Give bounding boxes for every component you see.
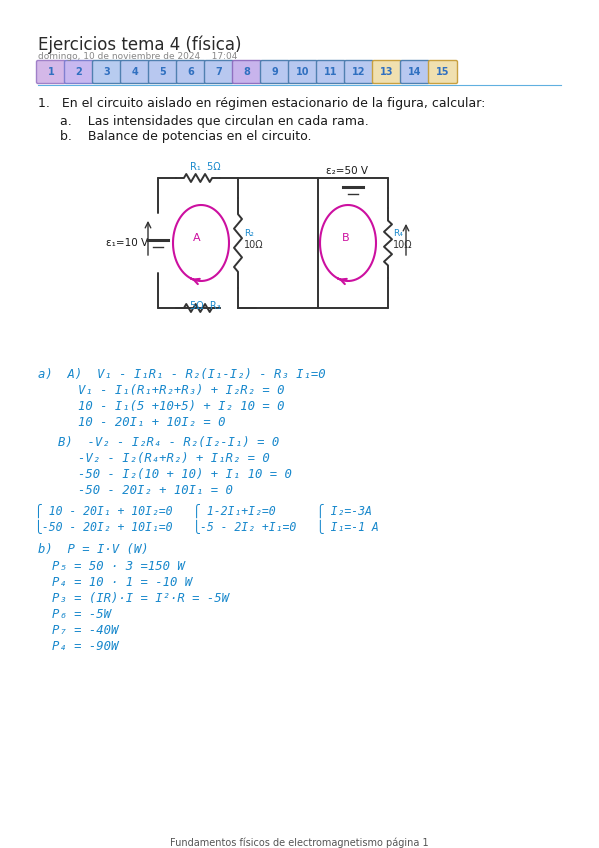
FancyBboxPatch shape <box>344 60 374 83</box>
Text: B: B <box>342 233 350 243</box>
Text: -50 - I₂(10 + 10) + I₁ 10 = 0: -50 - I₂(10 + 10) + I₁ 10 = 0 <box>78 468 292 481</box>
Text: 13: 13 <box>380 67 394 77</box>
Text: P₇ = -40W: P₇ = -40W <box>52 624 119 637</box>
Text: a.    Las intensidades que circulan en cada rama.: a. Las intensidades que circulan en cada… <box>60 115 369 128</box>
FancyBboxPatch shape <box>65 60 93 83</box>
FancyBboxPatch shape <box>204 60 234 83</box>
FancyBboxPatch shape <box>261 60 289 83</box>
Text: P₄ = -90W: P₄ = -90W <box>52 640 119 653</box>
Text: R₄: R₄ <box>393 230 403 238</box>
Text: ⎧ 10 - 20I₁ + 10I₂=0   ⎧ 1-2I₁+I₂=0      ⎧ I₂=-3A: ⎧ 10 - 20I₁ + 10I₂=0 ⎧ 1-2I₁+I₂=0 ⎧ I₂=-… <box>35 504 372 518</box>
Text: 4: 4 <box>132 67 138 77</box>
FancyBboxPatch shape <box>92 60 122 83</box>
Text: ⎩-50 - 20I₂ + 10I₁=0   ⎩-5 - 2I₂ +I₁=0   ⎩ I₁=-1 A: ⎩-50 - 20I₂ + 10I₁=0 ⎩-5 - 2I₂ +I₁=0 ⎩ I… <box>35 520 379 534</box>
Text: 11: 11 <box>324 67 338 77</box>
Text: P₆ = -5W: P₆ = -5W <box>52 608 111 621</box>
Text: a)  A)  V₁ - I₁R₁ - R₂(I₁-I₂) - R₃ I₁=0: a) A) V₁ - I₁R₁ - R₂(I₁-I₂) - R₃ I₁=0 <box>38 368 326 381</box>
Text: 12: 12 <box>352 67 366 77</box>
Text: ε₁=10 V: ε₁=10 V <box>106 238 148 248</box>
Text: R₂: R₂ <box>244 230 254 238</box>
FancyBboxPatch shape <box>177 60 205 83</box>
Text: B)  -V₂ - I₂R₄ - R₂(I₂-I₁) = 0: B) -V₂ - I₂R₄ - R₂(I₂-I₁) = 0 <box>58 436 279 449</box>
Text: 8: 8 <box>244 67 250 77</box>
Text: 10: 10 <box>297 67 310 77</box>
Text: P₃ = (IR)·I = I²·R = -5W: P₃ = (IR)·I = I²·R = -5W <box>52 592 229 605</box>
Text: 10 - 20I₁ + 10I₂ = 0: 10 - 20I₁ + 10I₂ = 0 <box>78 416 225 429</box>
Text: 14: 14 <box>409 67 422 77</box>
Text: 10 - I₁(5 +10+5) + I₂ 10 = 0: 10 - I₁(5 +10+5) + I₂ 10 = 0 <box>78 400 285 413</box>
Text: -V₂ - I₂(R₄+R₂) + I₁R₂ = 0: -V₂ - I₂(R₄+R₂) + I₁R₂ = 0 <box>78 452 270 465</box>
Text: 7: 7 <box>216 67 222 77</box>
Text: b)  P = I·V (W): b) P = I·V (W) <box>38 543 149 556</box>
Text: 10Ω: 10Ω <box>244 240 264 250</box>
Text: -50 - 20I₂ + 10I₁ = 0: -50 - 20I₂ + 10I₁ = 0 <box>78 484 233 497</box>
Text: A: A <box>193 233 201 243</box>
Text: 5Ω  R₃: 5Ω R₃ <box>190 301 221 311</box>
FancyBboxPatch shape <box>373 60 401 83</box>
Text: 15: 15 <box>436 67 450 77</box>
FancyBboxPatch shape <box>289 60 317 83</box>
Text: 1: 1 <box>48 67 55 77</box>
Text: R₁  5Ω: R₁ 5Ω <box>190 162 220 172</box>
Text: ε₂=50 V: ε₂=50 V <box>326 166 368 176</box>
Text: 9: 9 <box>271 67 279 77</box>
FancyBboxPatch shape <box>401 60 429 83</box>
Text: Fundamentos físicos de electromagnetismo página 1: Fundamentos físicos de electromagnetismo… <box>170 838 429 848</box>
FancyBboxPatch shape <box>428 60 458 83</box>
Text: 3: 3 <box>104 67 110 77</box>
Text: domingo, 10 de noviembre de 2024    17:04: domingo, 10 de noviembre de 2024 17:04 <box>38 52 237 61</box>
Text: Ejercicios tema 4 (física): Ejercicios tema 4 (física) <box>38 35 241 53</box>
Text: P₄ = 10 · 1 = -10 W: P₄ = 10 · 1 = -10 W <box>52 576 192 589</box>
Text: 5: 5 <box>159 67 167 77</box>
Text: V₁ - I₁(R₁+R₂+R₃) + I₂R₂ = 0: V₁ - I₁(R₁+R₂+R₃) + I₂R₂ = 0 <box>78 384 285 397</box>
Text: 2: 2 <box>75 67 83 77</box>
FancyBboxPatch shape <box>316 60 346 83</box>
Text: P₅ = 50 · 3 =150 W: P₅ = 50 · 3 =150 W <box>52 560 184 573</box>
Text: b.    Balance de potencias en el circuito.: b. Balance de potencias en el circuito. <box>60 130 311 143</box>
FancyBboxPatch shape <box>232 60 262 83</box>
Text: 10Ω: 10Ω <box>393 240 413 250</box>
Text: 6: 6 <box>187 67 194 77</box>
FancyBboxPatch shape <box>37 60 65 83</box>
FancyBboxPatch shape <box>149 60 177 83</box>
FancyBboxPatch shape <box>120 60 150 83</box>
Text: 1.   En el circuito aislado en régimen estacionario de la figura, calcular:: 1. En el circuito aislado en régimen est… <box>38 97 485 110</box>
